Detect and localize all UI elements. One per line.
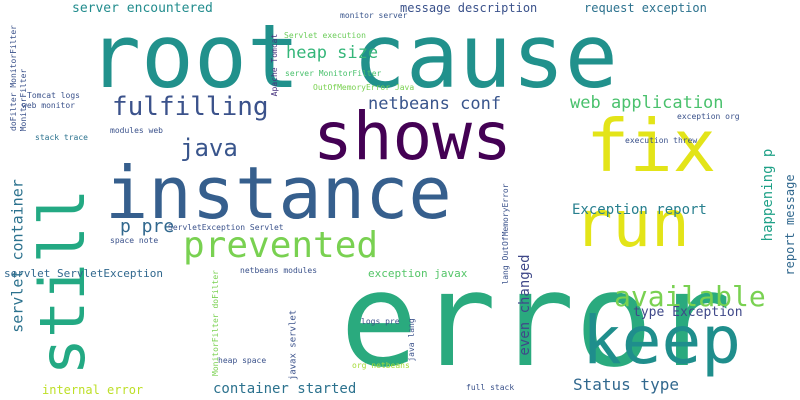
word-status-type: Status type xyxy=(573,375,679,394)
word-monitorfilter: MonitorFilter xyxy=(19,68,28,132)
word-execution-threw: execution threw xyxy=(625,136,698,145)
word-shows: shows xyxy=(313,98,512,175)
word-p-pre: p pre xyxy=(120,216,175,237)
word-org-netbeans: org netbeans xyxy=(352,361,410,370)
word-logs-pre: logs pre xyxy=(361,317,400,326)
word-stack-trace: stack trace xyxy=(35,133,88,142)
word-exception-report: Exception report xyxy=(572,202,707,218)
word-full-stack: full stack xyxy=(466,383,515,392)
word-monitorfilter-dofilter: MonitorFilter doFilter xyxy=(211,270,220,376)
word-heap-size: heap size xyxy=(286,43,379,63)
word-happening-p: happening p xyxy=(760,148,776,242)
word-exception-org: exception org xyxy=(677,112,740,121)
word-internal-error: internal error xyxy=(42,383,144,397)
word-web-application: web application xyxy=(570,93,724,113)
word-type-exception: type Exception xyxy=(633,305,743,320)
word-dofilter-monitorfilter: doFilter MonitorFilter xyxy=(9,25,18,131)
word-keep: keep xyxy=(582,302,741,379)
word-servlet-execution: Servlet execution xyxy=(284,31,366,40)
word-fix: fix xyxy=(586,104,717,188)
word-tomcat-logs: Tomcat logs xyxy=(27,91,80,100)
word-outofmemoryerror-java: OutOfMemoryError Java xyxy=(313,83,415,92)
word-available: available xyxy=(614,280,766,313)
word-request-exception: request exception xyxy=(584,1,707,15)
word-netbeans-conf: netbeans conf xyxy=(368,94,502,114)
word-report-message: report message xyxy=(783,174,797,276)
word-prevented: prevented xyxy=(183,225,379,266)
word-container-started: container started xyxy=(213,381,357,397)
word-instance: instance xyxy=(105,151,452,235)
word-root-cause: root cause xyxy=(88,5,618,108)
word-monitor-server: monitor server xyxy=(340,11,408,20)
word-modules-web: modules web xyxy=(110,126,163,135)
word-java-lang: java lang xyxy=(407,318,416,362)
word-server-encountered: server encountered xyxy=(72,1,213,16)
word-even-changed: even changed xyxy=(517,254,533,356)
word-web-monitor: web monitor xyxy=(22,101,75,110)
word-fulfilling: fulfilling xyxy=(112,92,269,122)
word-servletexception-servlet: ServletException Servlet xyxy=(168,223,284,232)
word-error: error xyxy=(340,244,732,396)
word-still: still xyxy=(26,188,99,376)
word-lang-outofmemoryerror: lang OutOfMemoryError xyxy=(501,183,510,285)
word-apache-tomcat: Apache Tomcat xyxy=(270,33,279,97)
word-netbeans-modules: netbeans modules xyxy=(240,266,318,275)
word-server-monitorfilter: server MonitorFilter xyxy=(285,69,382,78)
word-java: java xyxy=(180,134,238,162)
word-servlet-container: servlet container xyxy=(8,179,27,333)
word-message-description: message description xyxy=(400,1,538,15)
word-exception-javax: exception javax xyxy=(368,267,468,280)
word-heap-space: heap space xyxy=(218,356,267,365)
word-javax-servlet: javax servlet xyxy=(288,309,299,381)
word-run: run xyxy=(574,188,690,262)
word-servlet-servletexception: servlet ServletException xyxy=(4,267,163,280)
word-space-note: space note xyxy=(110,236,159,245)
